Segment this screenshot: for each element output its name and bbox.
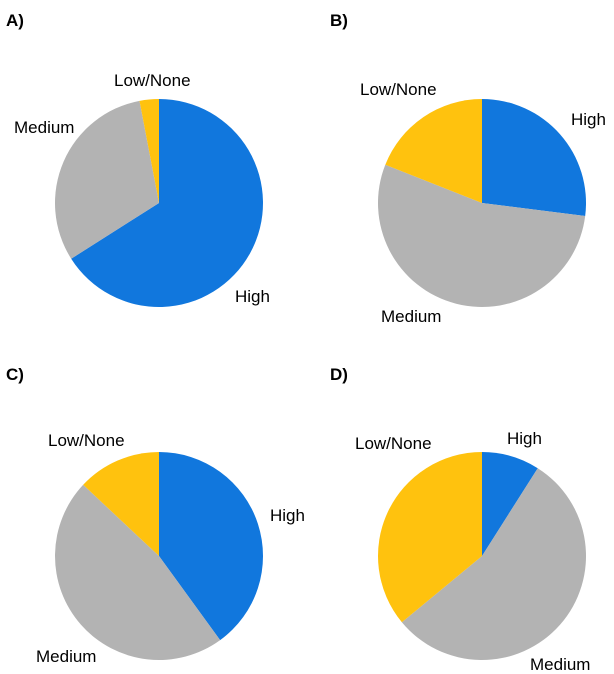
panel-b-slice-medium (377, 164, 586, 307)
panel-a-label-high: High (235, 287, 270, 306)
panel-c-letter: C) (6, 365, 24, 384)
panel-a-label-medium: Medium (14, 118, 74, 137)
panel-b-label-medium: Medium (381, 307, 441, 326)
panel-d-slice-low-none (378, 452, 482, 623)
panel-a: A) High Medium Low/None (6, 11, 270, 307)
panel-c-label-medium: Medium (36, 647, 96, 666)
panel-d-label-low-none: Low/None (355, 434, 432, 453)
panel-b-slice-low-none (385, 99, 482, 203)
panel-b: B) High Medium Low/None (330, 11, 606, 326)
panel-b-slice-high (482, 99, 586, 217)
panel-d-slice-high (482, 452, 538, 556)
panel-d-label-high: High (507, 429, 542, 448)
panel-a-label-low-none: Low/None (114, 71, 191, 90)
panel-b-label-low-none: Low/None (360, 80, 437, 99)
panel-a-slice-medium (54, 100, 159, 259)
panel-c-slice-low-none (83, 452, 159, 556)
panel-a-letter: A) (6, 11, 24, 30)
panel-c-label-high: High (270, 506, 305, 525)
panel-c-slices (55, 452, 264, 660)
panel-d-letter: D) (330, 365, 348, 384)
panel-c-label-low-none: Low/None (48, 431, 125, 450)
panel-c: C) High Medium Low/None (6, 365, 305, 666)
panel-a-slice-low-none (139, 99, 159, 203)
panel-c-slice-medium (55, 484, 221, 660)
panel-d-label-medium: Medium (530, 655, 590, 674)
panel-a-slice-high (71, 99, 263, 307)
panel-b-label-high: High (571, 110, 606, 129)
panel-c-slice-high (159, 452, 264, 641)
panel-b-slices (377, 99, 586, 307)
panel-d-slice-medium (401, 468, 587, 661)
panel-d-slices (378, 452, 587, 661)
panel-d: D) High Medium Low/None (330, 365, 590, 674)
panel-a-slices (54, 99, 263, 307)
panel-b-letter: B) (330, 11, 348, 30)
